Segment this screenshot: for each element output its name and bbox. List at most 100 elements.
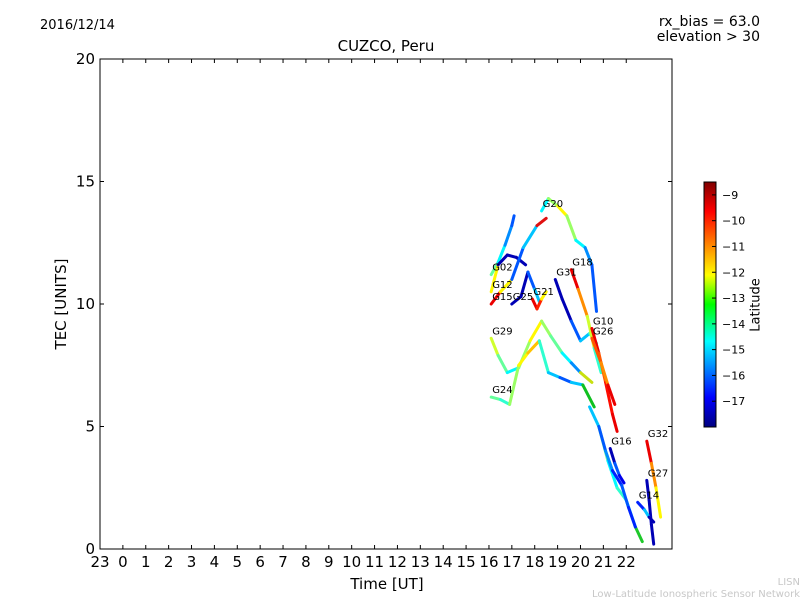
series-segment — [604, 449, 614, 473]
colorbar-tick-label: −10 — [722, 215, 745, 228]
series-segment — [540, 319, 553, 338]
x-tick-label: 3 — [187, 553, 197, 571]
series-g26 — [590, 336, 617, 406]
series-g24 — [489, 339, 596, 409]
x-tick-label: 7 — [278, 553, 288, 571]
series-label-g29: G29 — [492, 326, 512, 337]
series-segment — [535, 297, 544, 311]
series-label-g16: G16 — [611, 437, 631, 448]
colorbar-tick-label: −9 — [722, 189, 738, 202]
series-segment — [546, 197, 560, 208]
series-segment — [636, 500, 646, 512]
series-label-g20: G20 — [543, 199, 563, 210]
x-axis-label: Time [UT] — [350, 575, 424, 593]
series-segment — [590, 263, 598, 313]
colorbar-tick-label: −12 — [722, 266, 745, 279]
series-segment — [505, 253, 518, 259]
series-segment — [611, 469, 624, 487]
y-tick-label: 5 — [85, 418, 95, 436]
series-label-g15: G15 — [492, 292, 512, 303]
x-tick-label: 2 — [164, 553, 174, 571]
series-segment — [579, 331, 592, 343]
series-segment — [528, 319, 544, 343]
series-segment — [558, 376, 573, 384]
series-label-g31: G31 — [556, 268, 576, 279]
series-g20 — [540, 197, 598, 313]
lisn-short-label: LISN — [777, 577, 800, 588]
series-label-g25: G25 — [513, 292, 533, 303]
chart-title: CUZCO, Peru — [337, 37, 435, 55]
series-label-g24: G24 — [492, 385, 512, 396]
series-segment — [517, 351, 530, 367]
series-segment — [606, 383, 617, 406]
x-tick-label: 14 — [434, 553, 453, 571]
series-segment — [590, 336, 603, 365]
x-tick-label: 0 — [118, 553, 128, 571]
colorbar-tick-label: −11 — [722, 240, 745, 253]
x-tick-label: 16 — [479, 553, 498, 571]
series-segment — [496, 353, 509, 375]
x-tick-label: 8 — [301, 553, 311, 571]
series-label-g12: G12 — [492, 280, 512, 291]
date-label: 2016/12/14 — [40, 18, 115, 33]
series-segment — [649, 461, 658, 490]
series-segment — [510, 295, 523, 306]
x-tick-label: 12 — [388, 553, 407, 571]
series-label-g10: G10 — [593, 317, 613, 328]
series-segment — [649, 523, 656, 546]
x-tick-label: 1 — [141, 553, 151, 571]
x-tick-label: 18 — [525, 553, 544, 571]
y-axis-label: TEC [UNITS] — [52, 258, 70, 350]
series-segment — [611, 412, 619, 433]
series-segment — [592, 346, 603, 375]
series-segment — [565, 214, 578, 242]
series-segment — [620, 483, 630, 509]
colorbar-tick-label: −16 — [722, 369, 745, 382]
y-ticks: 0 5 10 15 20 — [76, 50, 672, 558]
colorbar-tick-label: −14 — [722, 318, 745, 331]
series-segment — [535, 216, 548, 228]
series-segment — [510, 214, 516, 228]
series-segment — [537, 339, 550, 375]
series-segment — [579, 371, 594, 384]
series-segment — [647, 515, 656, 524]
series-label-g32: G32 — [648, 429, 668, 440]
series-segment — [553, 278, 564, 301]
colorbar — [703, 181, 717, 428]
series-segment — [588, 405, 601, 428]
series-label-g27: G27 — [648, 468, 668, 479]
y-tick-label: 20 — [76, 50, 95, 68]
series-segment — [583, 246, 594, 267]
x-tick-label: 22 — [617, 553, 636, 571]
series-g12 — [489, 253, 528, 294]
series-segment — [633, 525, 644, 544]
lisn-long-label: Low-Latitude Ionospheric Sensor Network — [592, 589, 800, 600]
series-segment — [510, 246, 525, 281]
x-tick-label: 9 — [324, 553, 334, 571]
series-label-g26: G26 — [593, 326, 613, 337]
series-segment — [540, 290, 548, 301]
series-segment — [519, 270, 530, 299]
x-tick-label: 4 — [210, 553, 220, 571]
x-tick-label: 23 — [90, 553, 109, 571]
x-tick-label: 10 — [342, 553, 361, 571]
series-segment — [546, 371, 562, 379]
series-segment — [556, 204, 569, 218]
series-segment — [560, 351, 573, 365]
series-segment — [617, 474, 626, 485]
colorbar-tick-label: −13 — [722, 292, 745, 305]
series-segment — [590, 327, 601, 355]
series-segment — [526, 270, 537, 291]
series-g15 — [489, 216, 548, 306]
y-tick-label: 0 — [85, 540, 95, 558]
x-tick-label: 21 — [594, 553, 613, 571]
series-label-g02: G02 — [492, 263, 512, 274]
series-segment — [496, 243, 507, 264]
y-tick-label: 10 — [76, 295, 95, 313]
x-tick-label: 13 — [411, 553, 430, 571]
series-segment — [540, 197, 550, 213]
series-g32 — [645, 439, 663, 519]
series-segment — [576, 287, 589, 318]
